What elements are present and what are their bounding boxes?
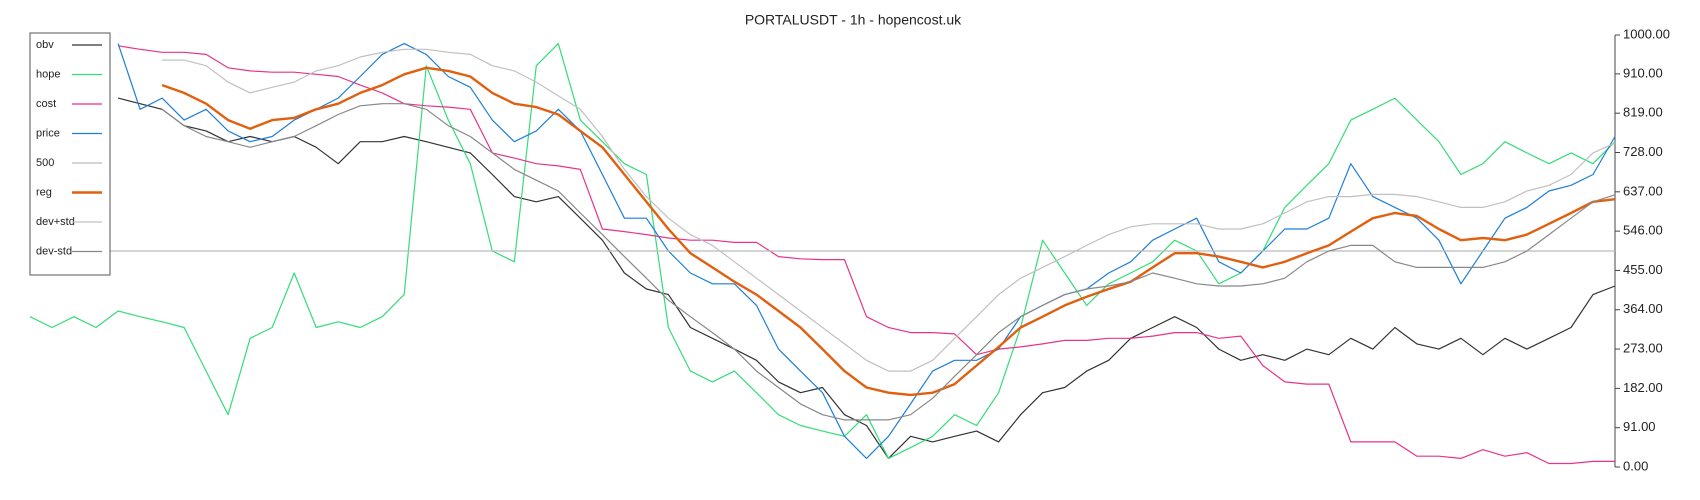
y-tick-label: 455.00 <box>1623 262 1663 277</box>
legend: obv hope cost price 500 reg dev+std dev-std <box>29 32 111 276</box>
legend-label: 500 <box>36 157 54 169</box>
legend-label: dev-std <box>36 245 72 257</box>
y-tick-label: 273.00 <box>1623 341 1663 356</box>
series-line <box>29 43 1616 459</box>
y-tick-label: 728.00 <box>1623 144 1663 159</box>
series-line <box>117 43 1616 459</box>
legend-label: dev+std <box>36 216 75 228</box>
legend-label: reg <box>36 186 52 198</box>
series-line <box>161 103 1616 421</box>
y-tick-label: 1000.00 <box>1623 26 1670 41</box>
y-tick-label: 0.00 <box>1623 458 1648 473</box>
y-tick-label: 364.00 <box>1623 301 1663 316</box>
y-tick-label: 910.00 <box>1623 65 1663 80</box>
y-tick-label: 819.00 <box>1623 105 1663 120</box>
legend-box <box>29 32 111 276</box>
chart-title: PORTALUSDT - 1h - hopencost.uk <box>745 12 962 28</box>
legend-label: price <box>36 127 60 139</box>
series-line <box>117 97 1616 459</box>
y-tick-label: 637.00 <box>1623 183 1663 198</box>
series-line <box>118 45 1615 465</box>
y-tick-label: 91.00 <box>1623 419 1656 434</box>
y-tick-label: 182.00 <box>1623 380 1663 395</box>
legend-label: obv <box>36 39 54 51</box>
series-line <box>162 48 1616 372</box>
y-tick-label: 546.00 <box>1623 223 1663 238</box>
legend-label: cost <box>36 98 56 110</box>
series-line <box>161 66 1616 397</box>
legend-label: hope <box>36 68 60 80</box>
